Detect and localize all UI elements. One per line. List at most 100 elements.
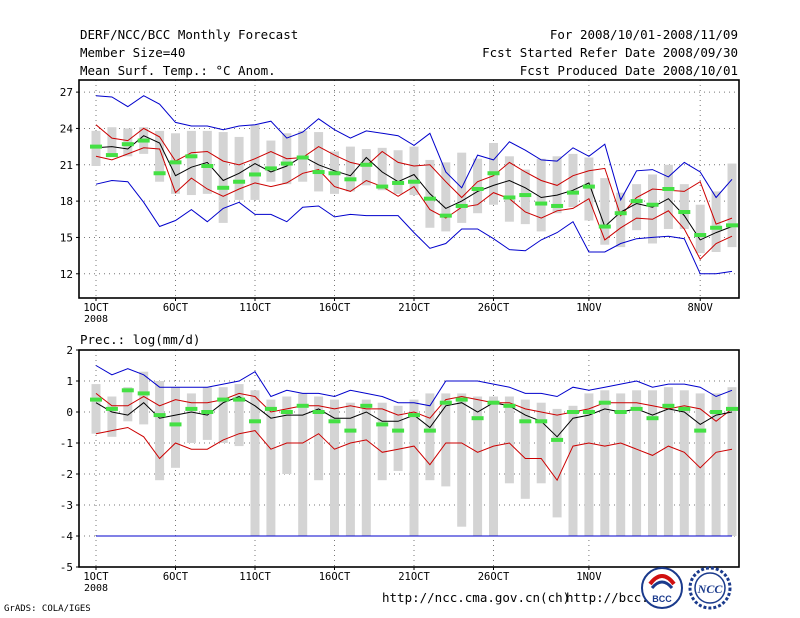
spread-bar xyxy=(314,132,324,192)
spread-bar xyxy=(298,393,308,536)
obs-marker xyxy=(614,211,627,216)
series-line-p_lower xyxy=(95,426,733,482)
obs-marker xyxy=(582,410,595,414)
x-tick-label: 16OCT xyxy=(319,571,351,583)
spread-bar xyxy=(648,174,657,244)
obs-marker xyxy=(153,413,166,418)
obs-marker xyxy=(344,177,357,182)
x-tick-label: 6OCT xyxy=(163,302,189,314)
url-bcc-link[interactable]: http://bcc. xyxy=(566,590,649,605)
obs-marker xyxy=(503,195,516,200)
obs-marker xyxy=(105,153,118,158)
spread-bar xyxy=(91,384,101,434)
obs-marker xyxy=(408,413,420,418)
obs-marker xyxy=(201,410,214,414)
y-tick-label: -4 xyxy=(60,530,74,543)
obs-marker xyxy=(519,193,532,198)
obs-marker xyxy=(280,410,293,414)
spread-bar xyxy=(648,390,657,536)
obs-marker xyxy=(678,406,691,411)
obs-marker xyxy=(519,419,532,424)
spread-bar xyxy=(584,393,594,536)
y-tick-label: 2 xyxy=(66,344,73,357)
spread-bar xyxy=(107,396,117,437)
spread-bar xyxy=(377,147,387,191)
obs-marker xyxy=(726,406,738,411)
x-tick-year: 2008 xyxy=(84,314,108,325)
x-tick-label: 1NOV xyxy=(576,571,602,583)
x-tick-label: 6OCT xyxy=(163,571,189,583)
obs-marker xyxy=(567,190,579,195)
spread-bar xyxy=(504,396,514,484)
spread-bar xyxy=(266,140,276,182)
obs-marker xyxy=(153,171,166,176)
spread-bar xyxy=(679,390,689,536)
obs-marker xyxy=(280,161,293,166)
y-tick-label: -2 xyxy=(60,468,73,481)
spread-bar xyxy=(393,150,403,194)
obs-marker xyxy=(646,416,659,421)
obs-marker xyxy=(630,199,643,204)
obs-marker xyxy=(423,428,436,433)
obs-marker xyxy=(264,166,277,171)
spread-bar xyxy=(727,387,737,536)
obs-marker xyxy=(471,187,484,191)
obs-marker xyxy=(137,138,150,143)
obs-marker xyxy=(694,428,707,433)
spread-bar xyxy=(441,162,451,232)
spread-bar xyxy=(504,156,514,222)
series-line-max xyxy=(95,95,733,202)
spread-bar xyxy=(473,396,483,536)
obs-marker xyxy=(408,179,420,184)
ncc-logo: NCC xyxy=(688,566,732,610)
obs-marker xyxy=(121,388,134,393)
spread-bar xyxy=(361,399,371,536)
spread-bar xyxy=(282,396,292,474)
spread-bar xyxy=(441,393,451,487)
obs-marker xyxy=(217,185,230,190)
spread-bar xyxy=(695,204,705,254)
x-tick-label: 8NOV xyxy=(688,302,714,314)
y-tick-label: -5 xyxy=(60,561,73,574)
obs-marker xyxy=(455,397,468,402)
series-line-p_upper xyxy=(95,392,733,422)
spread-bar xyxy=(123,387,133,422)
spread-bar xyxy=(361,149,371,186)
spread-bar xyxy=(171,387,180,468)
obs-marker xyxy=(185,154,198,159)
obs-marker xyxy=(726,223,738,228)
spread-bar xyxy=(568,153,578,208)
spread-bar xyxy=(234,136,244,200)
y-tick-label: 1 xyxy=(66,375,73,388)
plot-frame xyxy=(78,79,740,299)
spread-bar xyxy=(536,158,546,232)
spread-bar xyxy=(266,399,276,536)
y-tick-label: 12 xyxy=(60,268,73,281)
spread-bar xyxy=(250,124,260,200)
spread-bar xyxy=(155,130,165,182)
obs-marker xyxy=(662,403,675,408)
obs-marker xyxy=(233,397,246,402)
spread-bar xyxy=(345,402,355,536)
obs-marker xyxy=(249,419,261,424)
produced-date: Fcst Produced Date 2008/10/01 xyxy=(519,63,738,78)
spread-bar xyxy=(409,146,419,196)
spread-bar xyxy=(695,393,705,536)
spread-bar xyxy=(250,390,260,536)
y-tick-label: 24 xyxy=(60,122,74,135)
obs-marker xyxy=(710,225,723,230)
obs-marker xyxy=(376,184,389,189)
url-ch-link[interactable]: http://ncc.cma.gov.cn(ch) xyxy=(382,590,571,605)
obs-marker xyxy=(137,391,150,396)
x-tick-label: 21OCT xyxy=(398,571,430,583)
spread-bar xyxy=(663,164,673,229)
obs-marker xyxy=(487,400,500,405)
obs-marker xyxy=(90,397,102,402)
obs-marker xyxy=(360,403,373,408)
obs-marker xyxy=(551,437,564,442)
spread-bar xyxy=(330,399,339,536)
spread-bar xyxy=(616,192,626,248)
obs-marker xyxy=(598,400,611,405)
